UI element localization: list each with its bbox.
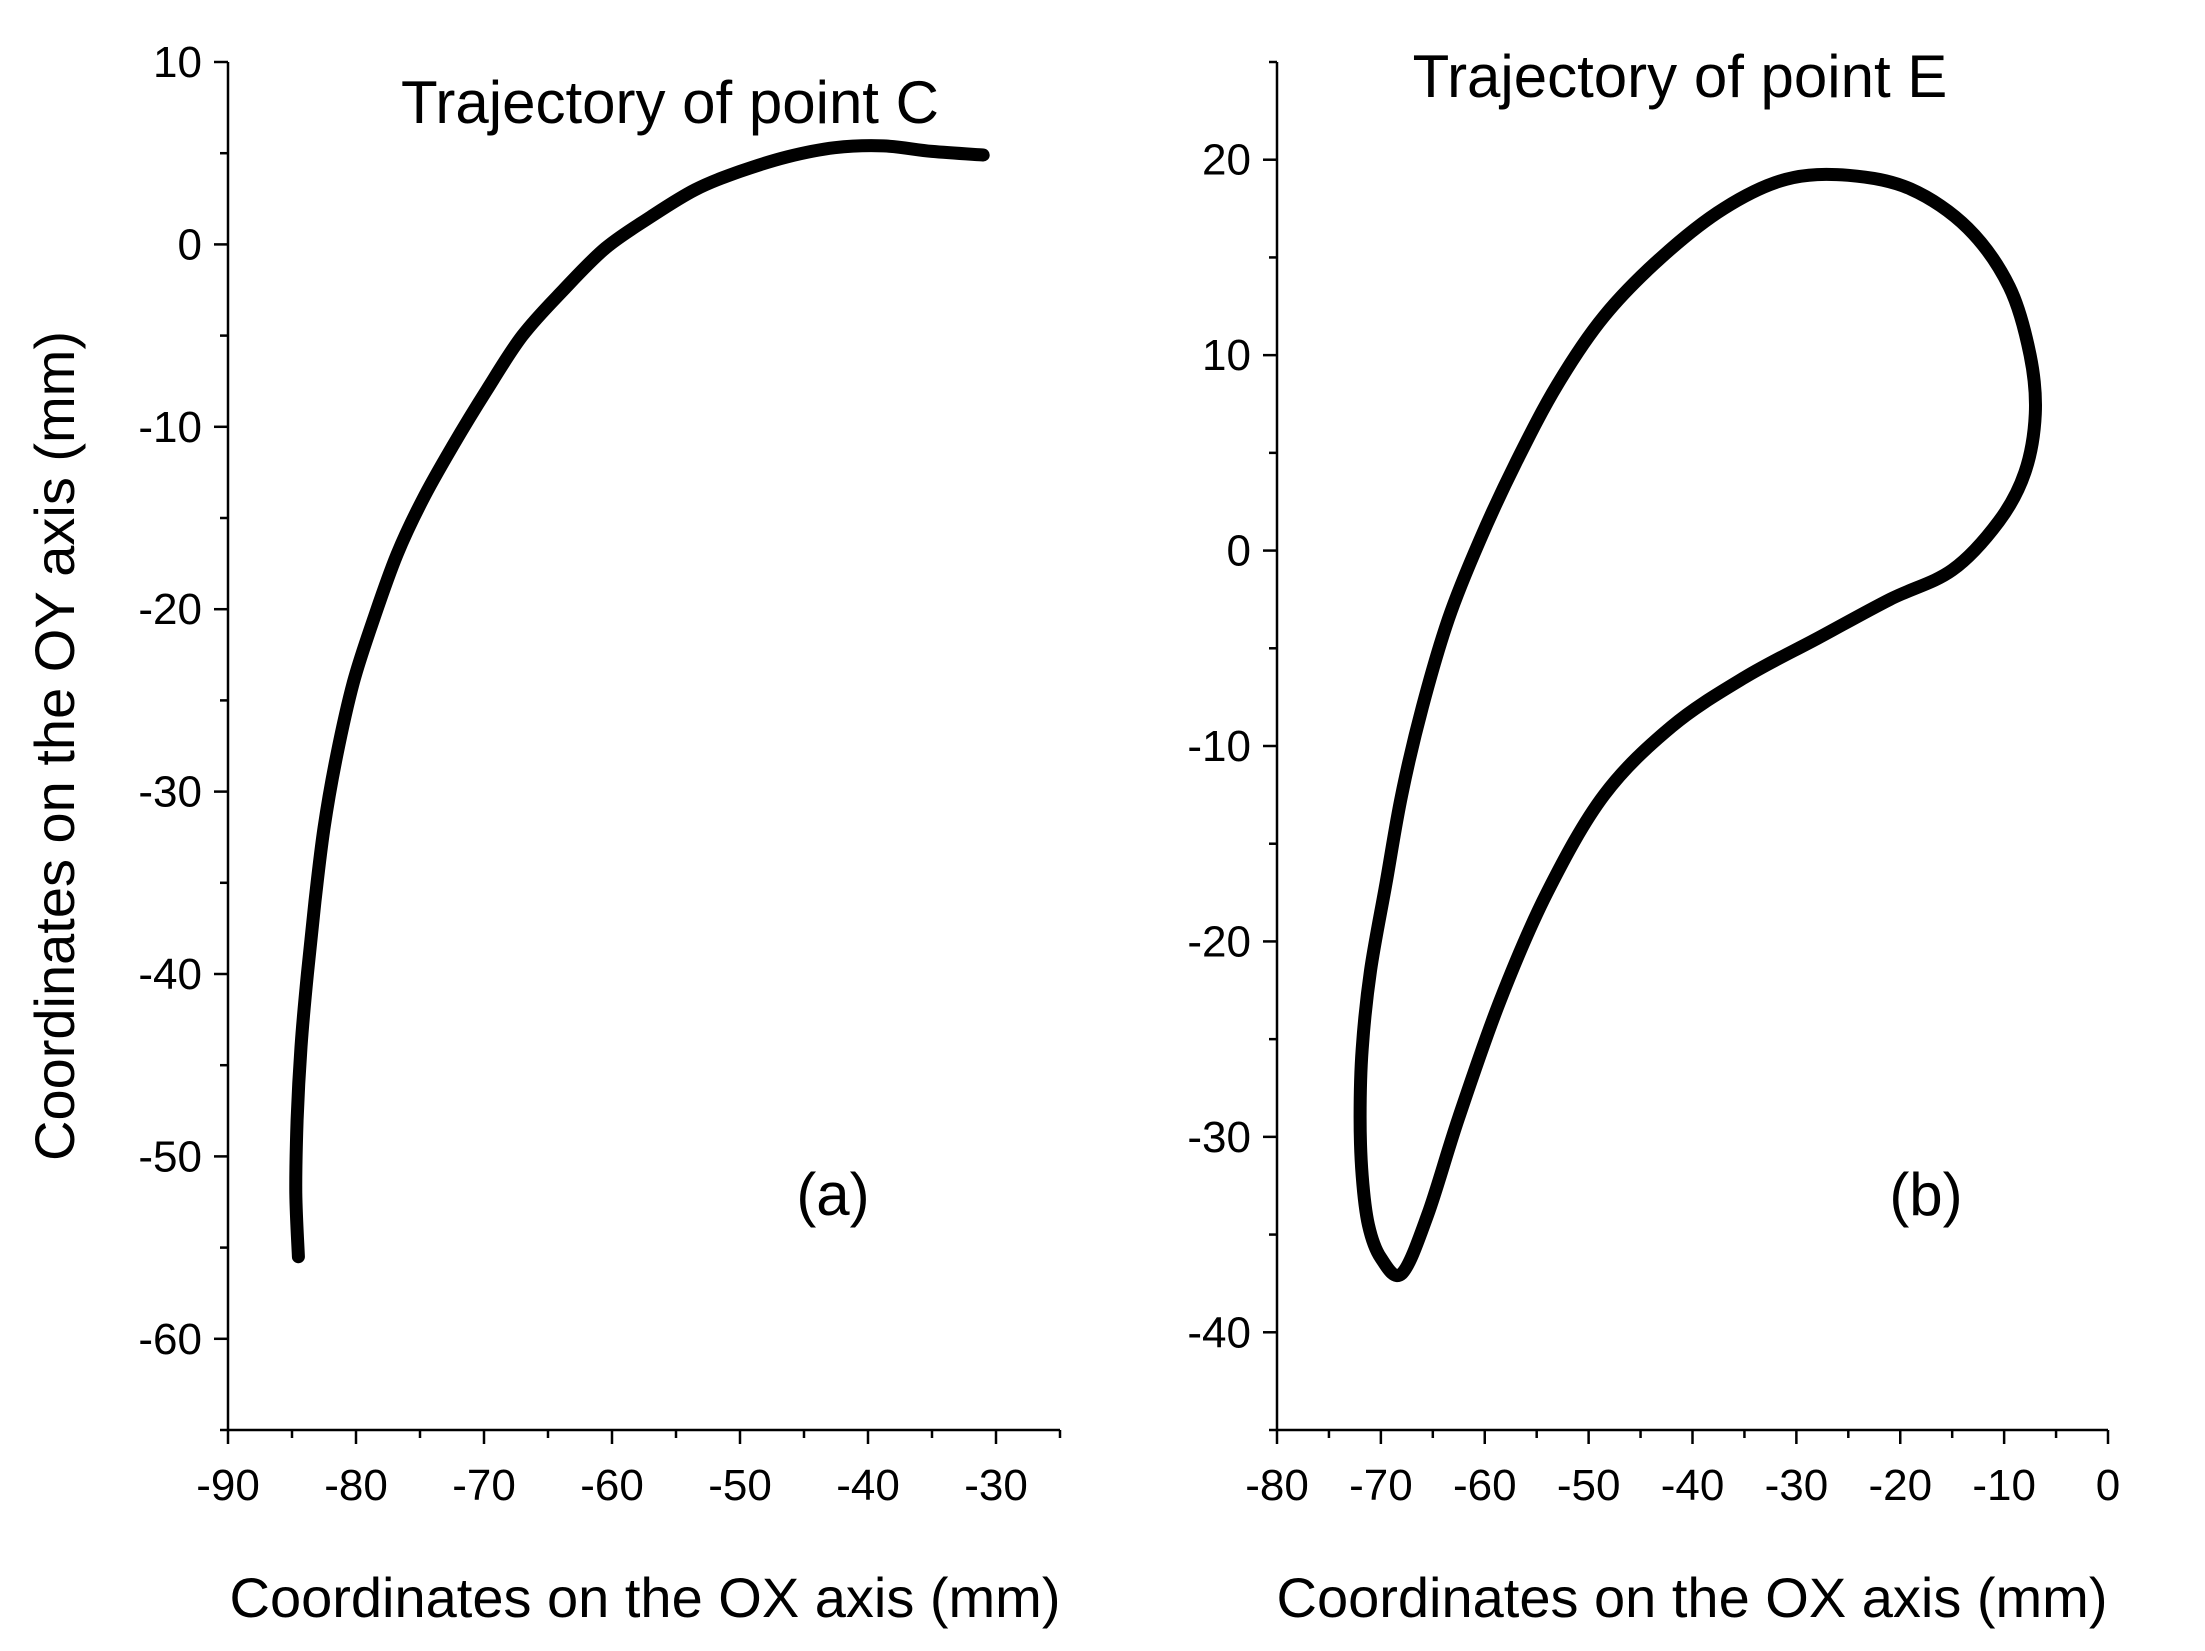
x-tick-label: 0: [2096, 1461, 2120, 1510]
panel-a-ticks: [214, 60, 1062, 1444]
y-tick-label: -40: [1187, 1308, 1251, 1357]
y-tick-label: -30: [1187, 1113, 1251, 1162]
x-tick-label: -30: [1765, 1461, 1829, 1510]
x-tick-label: -40: [1661, 1461, 1725, 1510]
panel-a-trajectory-line: [289, 139, 990, 1264]
y-tick-label: -40: [138, 950, 202, 999]
panel-a-label: (a): [796, 1161, 869, 1228]
y-tick-label: 0: [1227, 527, 1251, 576]
x-tick-label: -80: [324, 1461, 388, 1510]
y-tick-label: 10: [153, 38, 202, 87]
panel-a-x-axis-title: Coordinates on the OX axis (mm): [230, 1566, 1061, 1629]
panel-a-y-tick-labels: 10 0 -10 -20 -30 -40 -50 -60: [138, 38, 202, 1364]
x-tick-label: -70: [1349, 1461, 1413, 1510]
y-tick-label: 20: [1202, 136, 1251, 185]
y-tick-label: -20: [1187, 917, 1251, 966]
x-tick-label: -80: [1245, 1461, 1309, 1510]
x-tick-label: -30: [964, 1461, 1028, 1510]
x-tick-label: -70: [452, 1461, 516, 1510]
panel-b-trajectory-loop: [1353, 167, 2043, 1282]
panel-b-label: (b): [1889, 1161, 1962, 1228]
chart-panel-a: -90 -80 -70 -60 -50 -40 -30 10 0 -10 -20 -30 -40 -50…: [23, 38, 1062, 1629]
x-tick-label: -40: [836, 1461, 900, 1510]
y-tick-label: -50: [138, 1132, 202, 1181]
panel-a-x-tick-labels: -90 -80 -70 -60 -50 -40 -30: [196, 1461, 1028, 1510]
x-tick-label: -10: [1972, 1461, 2036, 1510]
y-tick-label: -10: [138, 403, 202, 452]
y-tick-label: -30: [138, 768, 202, 817]
panel-b-y-tick-labels: 20 10 0 -10 -20 -30 -40: [1187, 136, 1251, 1358]
panel-b-title: Trajectory of point E: [1413, 43, 1948, 110]
x-tick-label: -50: [1557, 1461, 1621, 1510]
panel-a-title: Trajectory of point C: [401, 69, 939, 136]
chart-panel-b: -80 -70 -60 -50 -40 -30 -20 -10 0 20 10 0 -10 -20 -30…: [1187, 43, 2120, 1629]
panel-b-x-tick-labels: -80 -70 -60 -50 -40 -30 -20 -10 0: [1245, 1461, 2120, 1510]
panel-b-x-axis-title: Coordinates on the OX axis (mm): [1277, 1566, 2108, 1629]
x-tick-label: -60: [580, 1461, 644, 1510]
x-tick-label: -60: [1453, 1461, 1517, 1510]
y-tick-label: -10: [1187, 722, 1251, 771]
x-tick-label: -90: [196, 1461, 260, 1510]
panel-b-ticks: [1263, 60, 2110, 1444]
y-tick-label: -20: [138, 585, 202, 634]
panel-a-y-axis-title: Coordinates on the OY axis (mm): [23, 331, 86, 1161]
y-tick-label: 10: [1202, 331, 1251, 380]
x-tick-label: -50: [708, 1461, 772, 1510]
x-tick-label: -20: [1868, 1461, 1932, 1510]
y-tick-label: 0: [178, 220, 202, 269]
y-tick-label: -60: [138, 1315, 202, 1364]
